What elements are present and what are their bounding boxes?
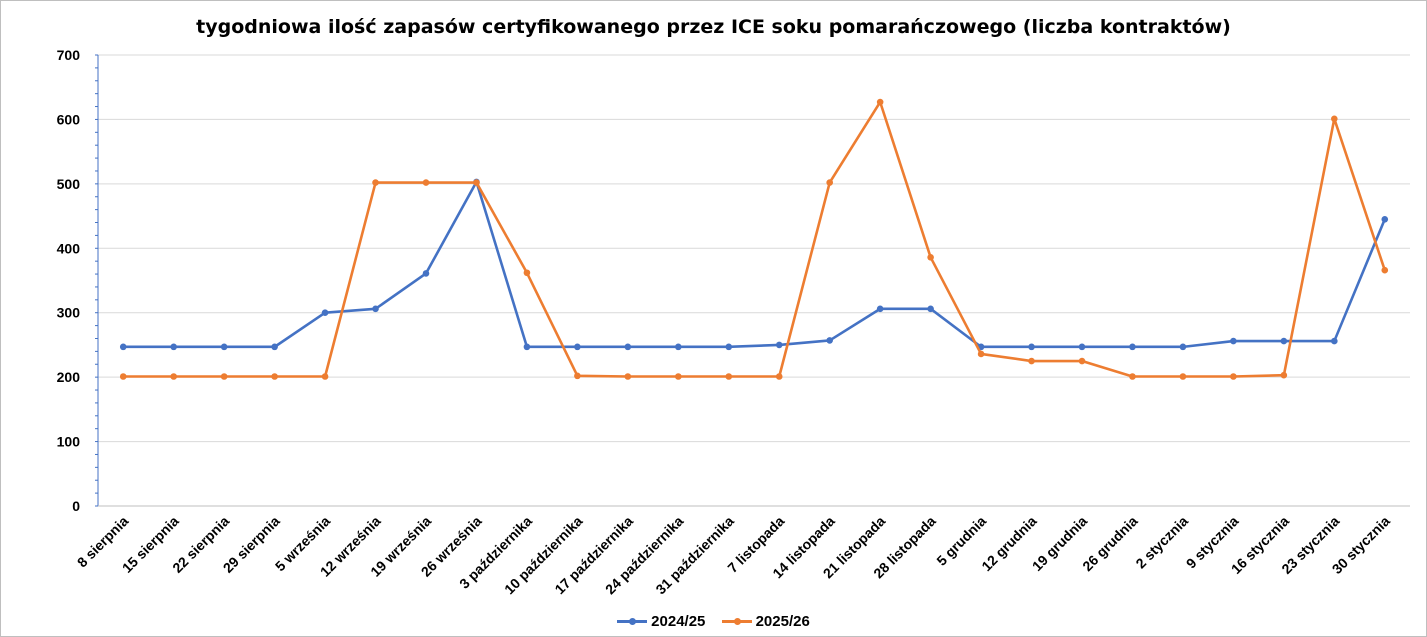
y-tick-label: 200 bbox=[57, 369, 81, 385]
data-point bbox=[321, 373, 329, 380]
data-point bbox=[1179, 373, 1187, 380]
data-point bbox=[220, 373, 228, 380]
data-point bbox=[220, 343, 228, 351]
data-point bbox=[1078, 343, 1086, 351]
data-point bbox=[826, 179, 833, 186]
data-point bbox=[422, 270, 430, 277]
legend-item-2024-25: 2024/25 bbox=[617, 613, 705, 630]
data-point bbox=[876, 305, 884, 313]
legend-swatch-orange bbox=[721, 617, 752, 625]
data-point bbox=[1179, 343, 1187, 351]
y-tick-label: 600 bbox=[57, 111, 81, 127]
legend-label: 2024/25 bbox=[651, 613, 706, 630]
data-point bbox=[1028, 343, 1035, 351]
y-tick-label: 500 bbox=[57, 176, 81, 192]
x-tick-label: 26 grudnia bbox=[1079, 513, 1141, 575]
data-point bbox=[1280, 337, 1288, 345]
data-point bbox=[372, 305, 379, 313]
data-point bbox=[271, 373, 278, 380]
data-point bbox=[574, 343, 581, 351]
data-point bbox=[1331, 115, 1338, 123]
data-point bbox=[1129, 343, 1136, 351]
data-point bbox=[321, 309, 329, 317]
data-point bbox=[170, 373, 177, 380]
data-point bbox=[927, 305, 934, 313]
data-point bbox=[170, 343, 177, 351]
data-point bbox=[1230, 337, 1237, 345]
data-point bbox=[523, 269, 531, 277]
data-point bbox=[826, 337, 833, 344]
data-point bbox=[372, 179, 379, 186]
data-point bbox=[876, 98, 884, 106]
y-tick-label: 400 bbox=[57, 240, 81, 256]
x-tick-label: 2 stycznia bbox=[1132, 513, 1191, 572]
y-tick-label: 0 bbox=[72, 498, 80, 514]
data-point bbox=[1381, 215, 1389, 223]
data-point bbox=[1028, 357, 1035, 365]
series-line bbox=[123, 100, 1387, 378]
data-point bbox=[1280, 371, 1288, 379]
data-point bbox=[271, 343, 278, 351]
data-point bbox=[119, 343, 127, 351]
data-point bbox=[119, 373, 127, 380]
data-point bbox=[624, 373, 632, 380]
data-point bbox=[775, 373, 783, 380]
legend: 2024/25 2025/26 bbox=[0, 610, 1427, 630]
data-point bbox=[1129, 373, 1136, 380]
data-point bbox=[977, 350, 985, 358]
data-point bbox=[1381, 266, 1389, 274]
data-point bbox=[523, 343, 531, 351]
data-point bbox=[473, 179, 480, 186]
data-point bbox=[1078, 357, 1086, 365]
data-point bbox=[675, 343, 682, 351]
chart-title: tygodniowa ilość zapasów certyfikowanego… bbox=[196, 16, 1231, 38]
legend-label: 2025/26 bbox=[755, 613, 810, 630]
data-point bbox=[1331, 337, 1338, 345]
data-point bbox=[725, 343, 733, 351]
data-point bbox=[574, 372, 581, 380]
y-tick-label: 100 bbox=[57, 434, 81, 450]
data-point bbox=[675, 373, 682, 380]
data-point bbox=[927, 254, 934, 261]
y-tick-label: 300 bbox=[57, 305, 81, 321]
data-point bbox=[1230, 373, 1237, 380]
data-point bbox=[775, 341, 783, 349]
legend-swatch-blue bbox=[617, 617, 648, 625]
data-point bbox=[624, 343, 632, 351]
y-tick-label: 700 bbox=[57, 47, 81, 63]
series-line bbox=[123, 180, 1386, 349]
data-point bbox=[422, 179, 430, 186]
data-point bbox=[725, 373, 733, 380]
legend-item-2025-26: 2025/26 bbox=[721, 613, 810, 630]
